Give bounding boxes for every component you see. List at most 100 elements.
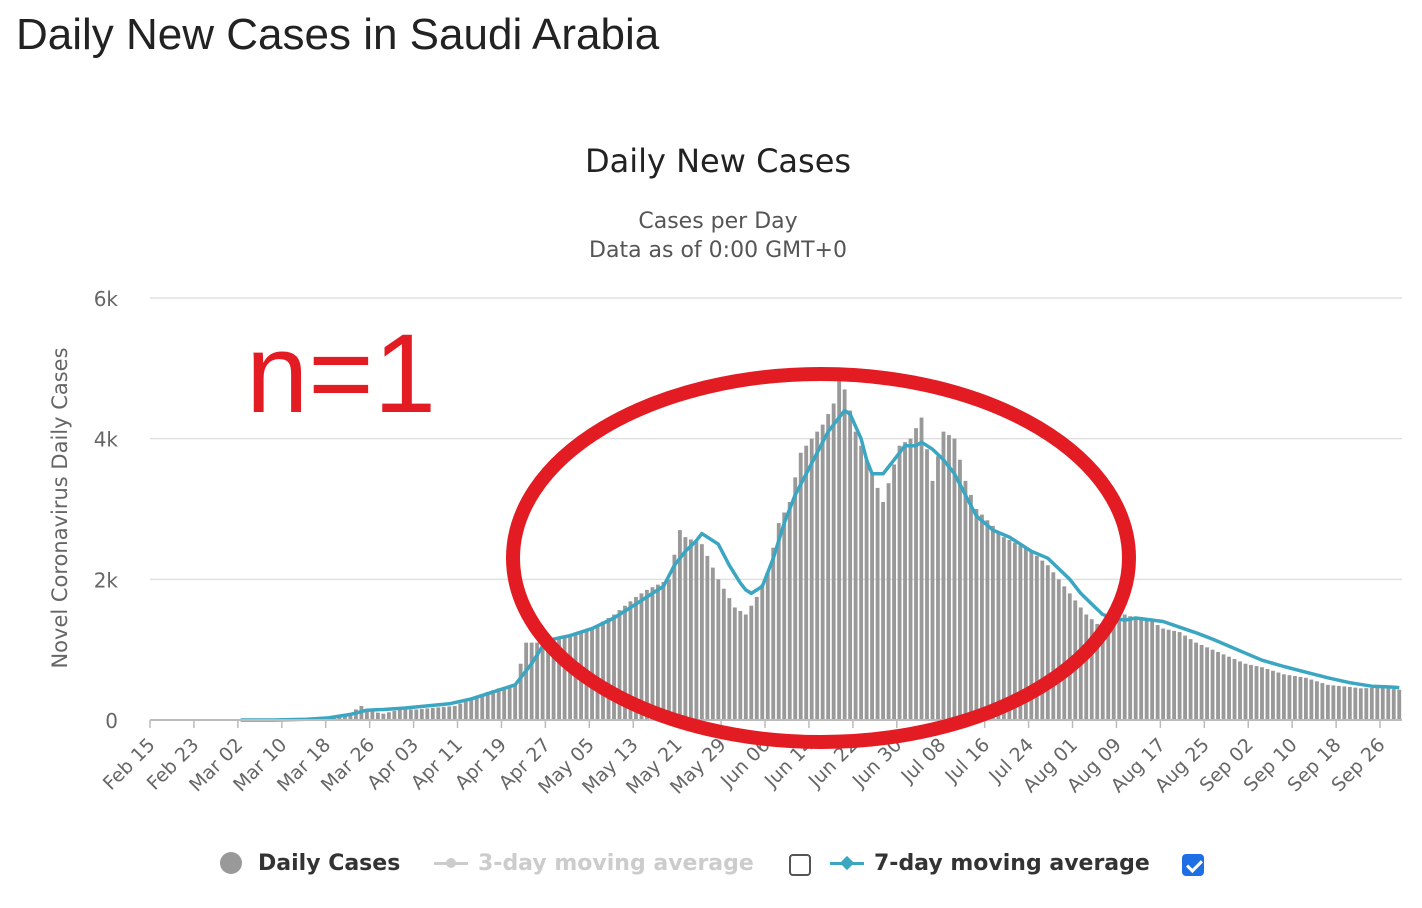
daily-cases-bar: [441, 706, 446, 720]
daily-cases-bar: [925, 449, 929, 720]
daily-cases-bar: [452, 705, 457, 720]
daily-cases-bar: [518, 663, 523, 720]
highlight-ellipse-annotation: [506, 367, 1136, 749]
daily-cases-bar: [656, 584, 660, 720]
daily-cases-bar: [1051, 572, 1056, 720]
annotation-n-equals-1: n=1: [246, 311, 436, 436]
daily-cases-bar: [661, 581, 666, 720]
legend-line-diamond-icon: [830, 852, 864, 874]
daily-cases-bar: [463, 701, 468, 720]
daily-cases-bar: [1276, 672, 1281, 720]
chart-subtitle-cases-per-day: Cases per Day: [638, 209, 797, 234]
daily-cases-bar: [1100, 628, 1105, 720]
daily-cases-bar: [348, 712, 353, 720]
legend-item-7-day-average[interactable]: 7-day moving average: [830, 846, 1150, 880]
daily-cases-bar: [386, 712, 391, 720]
daily-cases-bar: [1067, 593, 1072, 720]
y-tick-label: 6k: [94, 287, 119, 311]
daily-cases-bar: [886, 483, 891, 720]
daily-cases-bar: [634, 596, 638, 720]
daily-cases-bar: [859, 445, 864, 720]
daily-cases-bar: [606, 618, 611, 720]
daily-cases-bar: [1205, 647, 1209, 720]
daily-cases-bar: [749, 605, 754, 720]
daily-cases-bar: [1265, 669, 1270, 720]
daily-cases-bar: [1380, 687, 1385, 720]
daily-cases-bar: [831, 403, 836, 720]
daily-cases-bar: [980, 514, 984, 720]
seven-day-average-polyline: [240, 408, 1400, 722]
daily-cases-bar: [1012, 542, 1017, 720]
daily-cases-bar: [881, 501, 885, 720]
daily-cases-bar: [721, 588, 726, 720]
daily-cases-bar: [1144, 618, 1149, 720]
daily-cases-bar: [864, 459, 869, 720]
legend-label-7-day-average: 7-day moving average: [874, 850, 1150, 876]
chart-subtitle-data-as-of: Data as of 0:00 GMT+0: [589, 238, 847, 263]
legend-dot-icon: [220, 852, 242, 874]
daily-cases-bar: [732, 607, 737, 720]
daily-cases-bar: [958, 459, 962, 720]
daily-cases-bar: [1034, 555, 1039, 720]
daily-cases-bar: [1023, 548, 1028, 720]
daily-cases-bar: [815, 431, 820, 720]
daily-cases-bar: [650, 587, 655, 720]
daily-cases-bar: [430, 707, 435, 720]
daily-cases-bar: [1331, 685, 1336, 720]
daily-cases-bar: [1056, 579, 1061, 720]
daily-cases-bar: [798, 452, 803, 720]
daily-cases-bar: [601, 621, 605, 720]
daily-cases-bar: [1303, 677, 1308, 720]
daily-cases-bar: [1232, 659, 1237, 720]
daily-cases-bar: [645, 589, 649, 720]
daily-cases-bar: [1199, 644, 1204, 720]
daily-cases-bar: [458, 703, 463, 720]
daily-cases-bar: [1391, 689, 1396, 720]
daily-cases-bar: [903, 442, 907, 720]
chart-legend: Daily Cases 3-day moving average 7-day m…: [0, 846, 1422, 886]
daily-cases-bar: [1161, 628, 1166, 720]
legend-item-daily-cases[interactable]: Daily Cases: [220, 846, 400, 880]
daily-cases-bar: [628, 601, 633, 720]
daily-cases-bar: [419, 708, 424, 720]
daily-cases-bar: [562, 635, 567, 720]
daily-cases-bar: [1271, 670, 1275, 720]
x-tick-label: Jul 16: [940, 734, 994, 788]
daily-cases-bar: [771, 547, 776, 720]
daily-cases-bar: [1150, 621, 1155, 720]
daily-cases-bar: [364, 708, 369, 720]
checkbox-7-day-average[interactable]: [1182, 854, 1204, 876]
daily-cases-bar: [496, 688, 501, 720]
daily-cases-bar: [1155, 625, 1160, 720]
daily-cases-bar: [469, 698, 474, 720]
legend-line-marker-icon: [434, 852, 468, 874]
daily-cases-bar: [848, 410, 853, 720]
daily-cases-bar: [1029, 551, 1034, 720]
daily-cases-bar: [513, 684, 518, 720]
legend-item-3-day-average[interactable]: 3-day moving average: [434, 846, 754, 880]
daily-cases-bar: [990, 525, 995, 720]
daily-cases-bar: [1018, 545, 1023, 720]
daily-cases-bar: [1106, 625, 1111, 720]
daily-cases-bar: [804, 445, 809, 720]
daily-cases-bar: [375, 712, 380, 720]
gridlines: [150, 297, 1402, 581]
daily-cases-bar: [820, 424, 825, 720]
daily-cases-bar: [617, 610, 622, 720]
y-tick-label: 4k: [94, 428, 119, 452]
daily-cases-bar: [1238, 661, 1242, 720]
daily-cases-bar: [1045, 565, 1050, 720]
daily-cases-bar: [776, 523, 781, 720]
daily-cases-bar: [1133, 618, 1138, 720]
daily-cases-bar: [1139, 618, 1144, 720]
daily-cases-bar: [557, 636, 562, 720]
daily-cases-bar: [754, 596, 759, 720]
checkbox-3-day-average[interactable]: [789, 854, 811, 876]
daily-cases-bar: [529, 642, 534, 720]
daily-cases-bar: [612, 614, 616, 720]
daily-cases-bar: [436, 707, 441, 720]
chart-title: Daily New Cases: [585, 142, 851, 180]
daily-cases-bar: [1111, 621, 1116, 720]
daily-cases-bar: [1089, 619, 1094, 720]
daily-cases-bar: [672, 554, 677, 720]
